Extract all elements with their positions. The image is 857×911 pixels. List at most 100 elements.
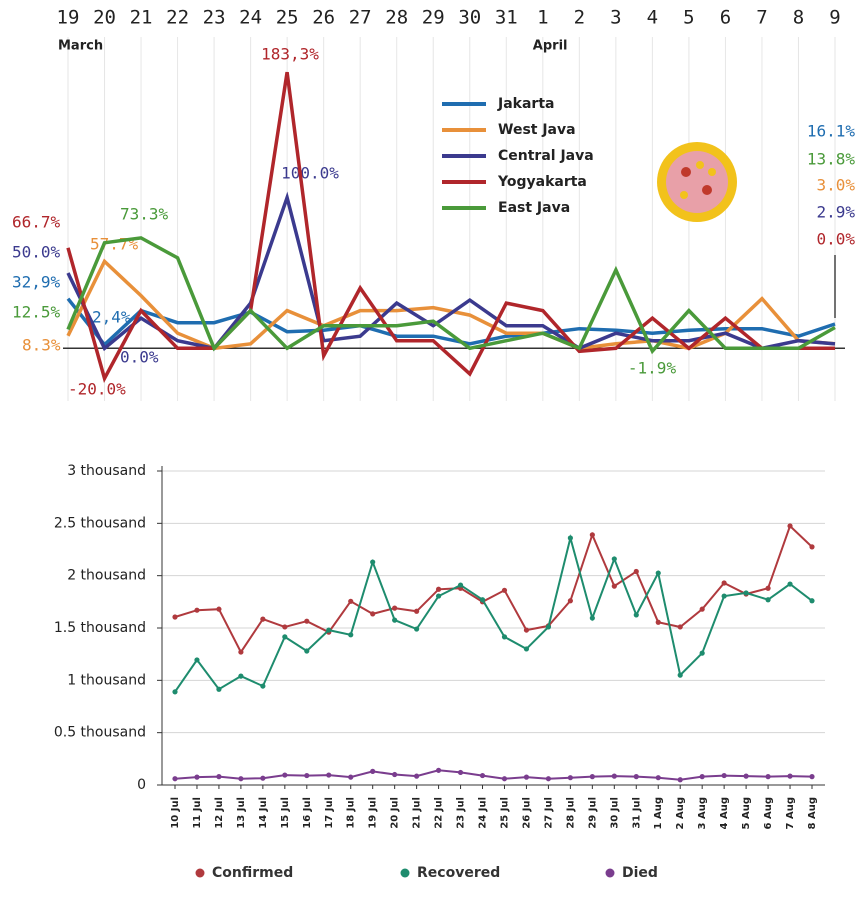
- point: [370, 559, 375, 564]
- point: [436, 768, 441, 773]
- value-label: -20.0%: [68, 380, 126, 399]
- virus-dot: [680, 191, 688, 199]
- point: [656, 775, 661, 780]
- point: [392, 618, 397, 623]
- x-tick-label: 5: [683, 7, 694, 29]
- value-label: 2.9%: [816, 203, 855, 222]
- x-tick-label: 26: [312, 7, 335, 29]
- point: [590, 774, 595, 779]
- point: [370, 611, 375, 616]
- y-tick-label: 1.5 thousand: [54, 620, 146, 636]
- point: [787, 581, 792, 586]
- point: [238, 674, 243, 679]
- x-tick-label: 22: [166, 7, 189, 29]
- point: [436, 587, 441, 592]
- point: [787, 523, 792, 528]
- point: [546, 776, 551, 781]
- y-tick-label: 3 thousand: [67, 463, 146, 479]
- point: [326, 772, 331, 777]
- x-tick-label: 23: [203, 7, 226, 29]
- point: [304, 773, 309, 778]
- x-tick-label: 20: [93, 7, 116, 29]
- point: [744, 590, 749, 595]
- value-label: 16.1%: [807, 122, 856, 141]
- x-tick-label: 4: [647, 7, 658, 29]
- point: [216, 774, 221, 779]
- point: [809, 544, 814, 549]
- x-tick-label: 30 Jul: [609, 797, 620, 829]
- point: [590, 532, 595, 537]
- legend-label: East Java: [498, 200, 570, 216]
- point: [502, 776, 507, 781]
- value-label: 73.3%: [120, 205, 169, 224]
- x-tick-label: 27 Jul: [543, 797, 554, 829]
- virus-dot: [702, 185, 712, 195]
- month-label: March: [58, 39, 103, 54]
- point: [612, 556, 617, 561]
- legend-swatch: [606, 869, 615, 878]
- point: [568, 775, 573, 780]
- point: [722, 593, 727, 598]
- x-tick-label: 17 Jul: [324, 797, 335, 829]
- value-label: 50.0%: [12, 243, 61, 262]
- x-tick-label: 9: [829, 7, 840, 29]
- x-tick-label: 20 Jul: [390, 797, 401, 829]
- value-label: 8.3%: [22, 336, 61, 355]
- point: [392, 772, 397, 777]
- legend-label: Died: [622, 865, 658, 881]
- virus-core: [666, 151, 728, 213]
- point: [348, 775, 353, 780]
- value-label: 2,4%: [92, 308, 131, 327]
- point: [656, 570, 661, 575]
- value-label: 66.7%: [12, 213, 61, 232]
- infographic: 19March2021222324252627282930311April234…: [0, 0, 857, 911]
- point: [700, 651, 705, 656]
- point: [700, 774, 705, 779]
- legend-swatch: [401, 869, 410, 878]
- point: [634, 569, 639, 574]
- x-tick-label: 3: [610, 7, 621, 29]
- y-tick-label: 1 thousand: [67, 672, 146, 688]
- value-label: 13.8%: [807, 150, 856, 169]
- y-tick-label: 0.5 thousand: [54, 725, 146, 741]
- point: [678, 777, 683, 782]
- point: [502, 634, 507, 639]
- point: [700, 607, 705, 612]
- x-tick-label: 27: [349, 7, 372, 29]
- x-tick-label: 7: [756, 7, 767, 29]
- point: [414, 609, 419, 614]
- month-label: April: [533, 39, 568, 54]
- point: [787, 774, 792, 779]
- point: [216, 687, 221, 692]
- legend-label: Central Java: [498, 148, 594, 164]
- point: [524, 775, 529, 780]
- x-tick-label: 26 Jul: [521, 797, 532, 829]
- x-tick-label: 22 Jul: [434, 797, 445, 829]
- point: [502, 588, 507, 593]
- point: [524, 627, 529, 632]
- background: [0, 0, 857, 911]
- point: [194, 657, 199, 662]
- value-label: 12.5%: [12, 303, 61, 322]
- virus-dot: [681, 167, 691, 177]
- point: [634, 612, 639, 617]
- x-tick-label: 25: [276, 7, 299, 29]
- x-tick-label: 7 Aug: [785, 797, 796, 829]
- legend-swatch: [196, 869, 205, 878]
- virus-dot: [696, 161, 704, 169]
- virus-dot: [708, 168, 716, 176]
- x-tick-label: 3 Aug: [697, 797, 708, 829]
- point: [304, 619, 309, 624]
- point: [194, 775, 199, 780]
- x-tick-label: 19 Jul: [368, 797, 379, 829]
- y-tick-label: 0: [137, 777, 146, 793]
- x-tick-label: 8: [793, 7, 804, 29]
- point: [678, 673, 683, 678]
- x-tick-label: 6 Aug: [763, 797, 774, 829]
- point: [414, 626, 419, 631]
- virus-icon: [657, 142, 737, 222]
- point: [568, 535, 573, 540]
- point: [172, 689, 177, 694]
- x-tick-label: 23 Jul: [456, 797, 467, 829]
- x-tick-label: 11 Jul: [192, 797, 203, 829]
